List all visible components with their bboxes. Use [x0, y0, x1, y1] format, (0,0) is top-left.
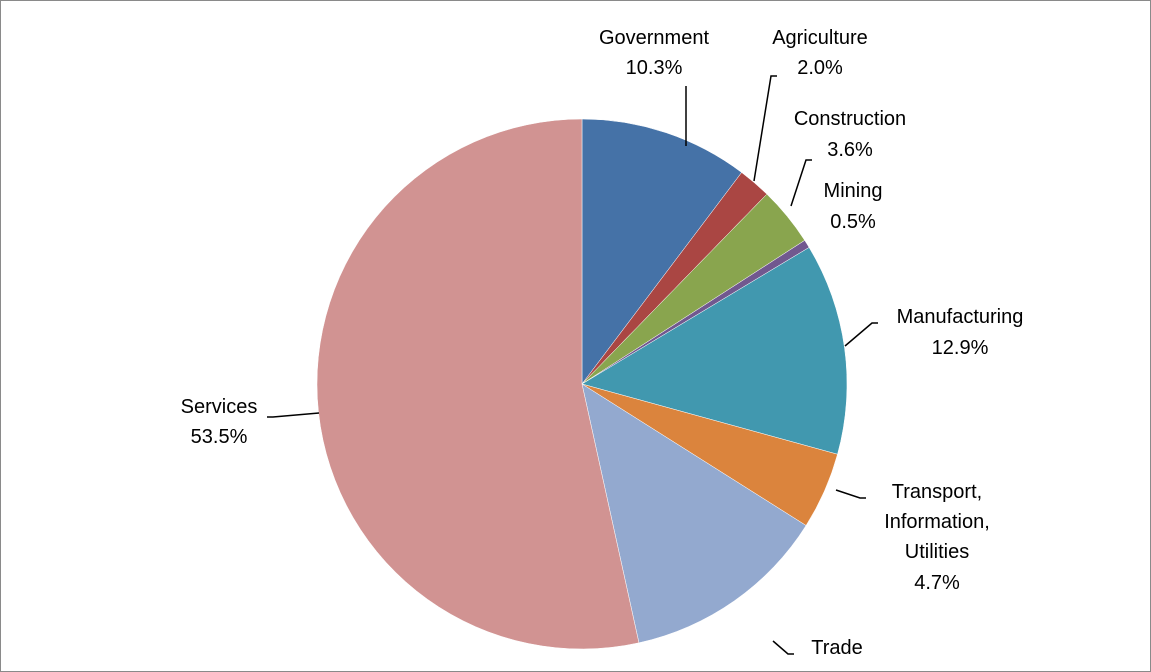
pie-slices — [316, 118, 848, 650]
data-label-value: 12.6% — [809, 669, 866, 672]
pie-slice-manufacturing — [581, 247, 848, 455]
data-label-category: Trade — [811, 637, 863, 659]
data-label-value: 3.6% — [827, 139, 873, 161]
data-label-category: Agriculture — [772, 27, 868, 49]
data-label-mining: Mining 0.5% — [824, 180, 883, 233]
leader-line-services — [267, 412, 320, 418]
data-label-government: Government 10.3% — [599, 27, 709, 79]
data-label-agriculture: Agriculture 2.0% — [772, 27, 868, 79]
leader-line-trade — [772, 640, 794, 655]
data-label-services: Services 53.5% — [181, 396, 258, 448]
leader-line-manufacturing — [844, 322, 878, 347]
data-label-manufacturing: Manufacturing 12.9% — [897, 306, 1024, 359]
data-label-transport: Transport, Information, Utilities 4.7% — [884, 481, 990, 594]
leader-line-construction — [790, 159, 812, 207]
leader-lines — [267, 75, 878, 655]
data-label-value: 2.0% — [797, 57, 843, 79]
data-label-value: 12.9% — [932, 337, 989, 359]
data-label-category: Transport, — [892, 481, 982, 503]
data-labels: Government 10.3% Agriculture 2.0% Constructi… — [181, 27, 1024, 672]
data-label-category: Utilities — [905, 541, 969, 563]
data-label-value: 53.5% — [191, 426, 248, 448]
data-label-category: Services — [181, 396, 258, 418]
data-label-value: 0.5% — [830, 211, 876, 233]
data-label-category: Construction — [794, 108, 906, 130]
data-label-value: 4.7% — [914, 572, 960, 594]
data-label-category: Mining — [824, 180, 883, 202]
pie-slice-trade — [581, 383, 807, 644]
pie-slice-government — [581, 118, 742, 385]
data-label-trade: Trade 12.6% — [809, 637, 866, 672]
data-label-category: Information, — [884, 511, 990, 533]
leader-line-agriculture — [753, 75, 777, 182]
data-label-category: Manufacturing — [897, 306, 1024, 328]
data-label-category: Government — [599, 27, 709, 49]
data-label-construction: Construction 3.6% — [794, 108, 906, 161]
data-label-value: 10.3% — [626, 57, 683, 79]
leader-line-transport — [835, 489, 866, 499]
